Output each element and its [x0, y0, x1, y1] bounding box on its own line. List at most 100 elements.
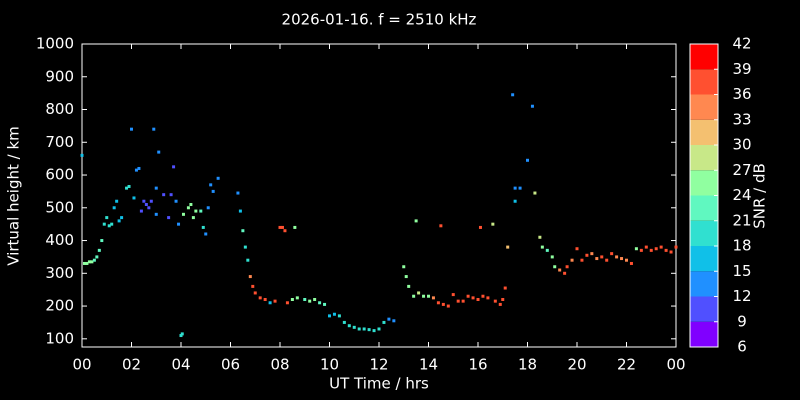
data-point: [446, 304, 450, 308]
data-point: [130, 127, 133, 131]
data-point: [278, 225, 282, 229]
data-point: [263, 298, 267, 302]
data-point: [238, 209, 242, 213]
data-point: [132, 196, 136, 200]
colorbar-tick-label: 21: [732, 211, 751, 229]
data-point: [456, 299, 460, 303]
x-tick-label: 06: [221, 356, 240, 374]
data-point: [92, 258, 96, 262]
data-point: [629, 261, 633, 265]
chart-title: 2026-01-16. f = 2510 kHz: [282, 11, 477, 29]
data-point: [134, 168, 138, 172]
data-point: [357, 327, 361, 331]
y-axis-label: Virtual height / km: [5, 126, 23, 265]
data-point: [382, 320, 386, 324]
colorbar-tick-label: 39: [732, 60, 751, 78]
data-point: [498, 302, 502, 306]
data-point: [290, 298, 294, 302]
data-point: [246, 258, 250, 262]
data-point: [115, 199, 119, 203]
data-point: [501, 298, 505, 302]
data-point: [179, 334, 183, 338]
data-point: [318, 301, 322, 305]
data-point: [293, 225, 297, 229]
data-point: [402, 265, 406, 269]
data-point: [110, 222, 114, 226]
data-point: [634, 247, 638, 251]
data-point: [565, 265, 569, 269]
data-point: [441, 302, 445, 306]
data-point: [285, 301, 289, 305]
colorbar-band: [690, 296, 718, 322]
data-point: [481, 294, 485, 298]
data-point: [404, 275, 408, 279]
data-point: [243, 245, 247, 249]
data-point: [649, 248, 653, 252]
data-point: [80, 153, 84, 157]
data-point: [526, 158, 529, 162]
data-point: [82, 261, 86, 265]
x-tick-label: 00: [72, 356, 91, 374]
data-point: [530, 104, 534, 108]
colorbar-band: [690, 119, 718, 145]
data-point: [570, 258, 574, 262]
colorbar-tick-label: 18: [732, 237, 751, 255]
data-point: [625, 258, 628, 262]
data-point: [149, 199, 153, 203]
data-point: [493, 299, 497, 303]
data-point: [169, 193, 173, 197]
colorbar-band: [690, 220, 718, 246]
data-point: [236, 191, 240, 195]
x-tick-label: 04: [171, 356, 190, 374]
data-point: [154, 212, 158, 216]
data-point: [87, 260, 91, 264]
data-point: [639, 248, 643, 252]
data-point: [563, 271, 567, 275]
data-point: [181, 212, 185, 216]
data-point: [280, 225, 284, 229]
colorbar-band: [690, 145, 718, 171]
data-point: [204, 232, 208, 236]
data-point: [436, 301, 440, 305]
data-point: [100, 239, 104, 243]
x-tick-label: 22: [617, 356, 636, 374]
x-tick-label: 12: [369, 356, 388, 374]
data-point: [137, 166, 141, 170]
data-point: [486, 296, 490, 300]
data-point: [209, 183, 213, 187]
data-point: [167, 216, 171, 220]
data-point: [337, 314, 341, 318]
colorbar-band: [690, 44, 718, 70]
data-point: [105, 216, 109, 220]
colorbar-band: [690, 69, 718, 95]
colorbar-tick-label: 33: [732, 110, 751, 128]
data-point: [328, 314, 331, 318]
data-point: [157, 150, 161, 154]
data-point: [644, 245, 648, 249]
data-point: [201, 225, 205, 229]
data-point: [553, 265, 557, 269]
data-point: [620, 257, 624, 261]
data-point: [172, 165, 176, 169]
colorbar-tick-label: 42: [732, 35, 751, 53]
data-point: [90, 260, 94, 264]
data-point: [600, 255, 604, 259]
x-tick-label: 00: [666, 356, 685, 374]
data-point: [180, 332, 184, 336]
data-point: [558, 268, 562, 272]
x-axis-label: UT Time / hrs: [329, 375, 429, 393]
data-point: [352, 325, 356, 329]
y-tick-label: 400: [45, 231, 74, 249]
data-point: [162, 193, 166, 197]
data-point: [112, 206, 116, 210]
colorbar-tick-label: 30: [732, 136, 751, 154]
data-point: [407, 284, 411, 288]
data-point: [295, 296, 299, 300]
colorbar-tick-label: 24: [732, 186, 751, 204]
data-point: [85, 261, 89, 265]
colorbar-band: [690, 246, 718, 272]
data-point: [431, 296, 435, 300]
data-point: [439, 224, 443, 228]
